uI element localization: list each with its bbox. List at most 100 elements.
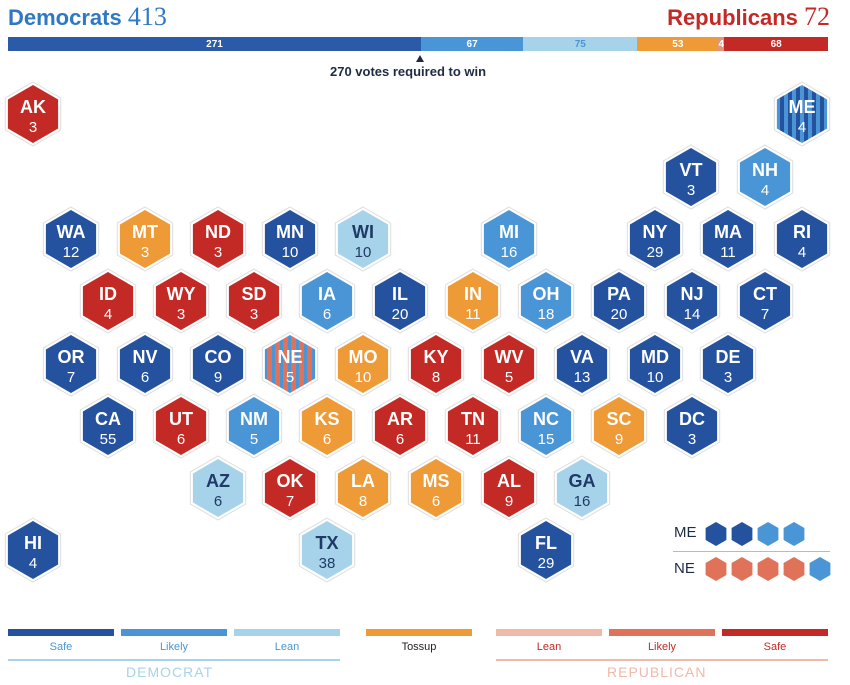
state-hex-sc[interactable]: SC 9 (590, 393, 648, 459)
state-hex-mi[interactable]: MI 16 (480, 206, 538, 272)
state-hex-ak[interactable]: AK 3 (4, 81, 62, 147)
state-hex-mn[interactable]: MN 10 (261, 206, 319, 272)
state-hex-nv[interactable]: NV 6 (116, 331, 174, 397)
state-hex-tn[interactable]: TN 11 (444, 393, 502, 459)
legend-label: Likely (647, 641, 677, 653)
state-hex-ri[interactable]: RI 4 (773, 206, 831, 272)
state-abbr: CO (205, 347, 232, 367)
state-hex-ms[interactable]: MS 6 (407, 455, 465, 521)
state-electoral-votes: 6 (432, 493, 440, 510)
state-electoral-votes: 9 (214, 369, 222, 386)
state-hex-ok[interactable]: OK 7 (261, 455, 319, 521)
state-abbr: AK (20, 97, 46, 117)
state-electoral-votes: 3 (688, 431, 696, 448)
state-hex-va[interactable]: VA 13 (553, 331, 611, 397)
state-hex-ut[interactable]: UT 6 (152, 393, 210, 459)
state-abbr: MN (276, 222, 304, 242)
maine-district-hex (757, 522, 779, 546)
state-electoral-votes: 5 (250, 431, 258, 448)
state-hex-ma[interactable]: MA 11 (699, 206, 757, 272)
state-hex-tx[interactable]: TX 38 (298, 517, 356, 583)
state-hex-wv[interactable]: WV 5 (480, 331, 538, 397)
state-hex-wa[interactable]: WA 12 (42, 206, 100, 272)
state-hex-nj[interactable]: NJ 14 (663, 268, 721, 334)
state-hex-ca[interactable]: CA 55 (79, 393, 137, 459)
state-hex-or[interactable]: OR 7 (42, 331, 100, 397)
state-hex-ne[interactable]: NE 5 (261, 331, 319, 397)
state-hex-wy[interactable]: WY 3 (152, 268, 210, 334)
state-abbr: OR (58, 347, 85, 367)
bar-segment: 68 (724, 37, 828, 51)
state-electoral-votes: 3 (29, 119, 37, 136)
state-hex-la[interactable]: LA 8 (334, 455, 392, 521)
state-abbr: OK (277, 471, 304, 491)
state-abbr: IN (464, 284, 482, 304)
state-hex-ia[interactable]: IA 6 (298, 268, 356, 334)
bar-segment: 4 (718, 37, 725, 51)
state-abbr: AL (497, 471, 521, 491)
state-abbr: AZ (206, 471, 230, 491)
state-hex-wi[interactable]: WI 10 (334, 206, 392, 272)
republicans-votes: 72 (804, 2, 830, 31)
state-hex-ky[interactable]: KY 8 (407, 331, 465, 397)
state-hex-de[interactable]: DE 3 (699, 331, 757, 397)
democrat-legend-rule (8, 659, 340, 661)
state-hex-pa[interactable]: PA 20 (590, 268, 648, 334)
state-hex-id[interactable]: ID 4 (79, 268, 137, 334)
bar-segment: 271 (8, 37, 422, 51)
state-hex-dc[interactable]: DC 3 (663, 393, 721, 459)
state-hex-nd[interactable]: ND 3 (189, 206, 247, 272)
state-hex-nm[interactable]: NM 5 (225, 393, 283, 459)
state-electoral-votes: 38 (319, 555, 336, 572)
state-hex-mo[interactable]: MO 10 (334, 331, 392, 397)
state-electoral-votes: 6 (323, 431, 331, 448)
state-abbr: TN (461, 409, 485, 429)
state-electoral-votes: 9 (615, 431, 623, 448)
state-hex-co[interactable]: CO 9 (189, 331, 247, 397)
state-hex-vt[interactable]: VT 3 (662, 144, 720, 210)
republican-group-label: REPUBLICAN (607, 664, 707, 680)
state-abbr: NJ (680, 284, 703, 304)
state-electoral-votes: 3 (724, 369, 732, 386)
state-abbr: MS (423, 471, 450, 491)
state-hex-ct[interactable]: CT 7 (736, 268, 794, 334)
state-electoral-votes: 5 (505, 369, 513, 386)
state-hex-nh[interactable]: NH 4 (736, 144, 794, 210)
state-hex-mt[interactable]: MT 3 (116, 206, 174, 272)
state-electoral-votes: 7 (286, 493, 294, 510)
legend-label: Tossup (401, 641, 437, 653)
state-hex-az[interactable]: AZ 6 (189, 455, 247, 521)
state-hex-ny[interactable]: NY 29 (626, 206, 684, 272)
state-hex-oh[interactable]: OH 18 (517, 268, 575, 334)
state-hex-il[interactable]: IL 20 (371, 268, 429, 334)
state-hex-ks[interactable]: KS 6 (298, 393, 356, 459)
legend-swatch (496, 629, 602, 636)
state-hex-nc[interactable]: NC 15 (517, 393, 575, 459)
state-electoral-votes: 15 (538, 431, 555, 448)
state-electoral-votes: 16 (574, 493, 591, 510)
state-electoral-votes: 10 (282, 244, 299, 261)
state-hex-ga[interactable]: GA 16 (553, 455, 611, 521)
state-hex-sd[interactable]: SD 3 (225, 268, 283, 334)
state-abbr: NC (533, 409, 559, 429)
state-abbr: AR (387, 409, 413, 429)
nebraska-district-hex (783, 557, 805, 581)
legend-label: Safe (49, 641, 73, 653)
state-hex-fl[interactable]: FL 29 (517, 517, 575, 583)
state-hex-me[interactable]: ME 4 (773, 81, 831, 147)
state-electoral-votes: 3 (250, 306, 258, 323)
state-hex-al[interactable]: AL 9 (480, 455, 538, 521)
state-hex-md[interactable]: MD 10 (626, 331, 684, 397)
legend-swatch (8, 629, 114, 636)
maine-district-label: ME (674, 524, 697, 541)
state-electoral-votes: 11 (465, 306, 481, 323)
state-hex-ar[interactable]: AR 6 (371, 393, 429, 459)
state-electoral-votes: 6 (396, 431, 404, 448)
state-hex-hi[interactable]: HI 4 (4, 517, 62, 583)
legend-swatch (234, 629, 340, 636)
state-hex-in[interactable]: IN 11 (444, 268, 502, 334)
state-electoral-votes: 11 (465, 431, 481, 448)
state-abbr: MA (714, 222, 742, 242)
maine-district-hex (731, 522, 753, 546)
nebraska-district-hex (809, 557, 831, 581)
